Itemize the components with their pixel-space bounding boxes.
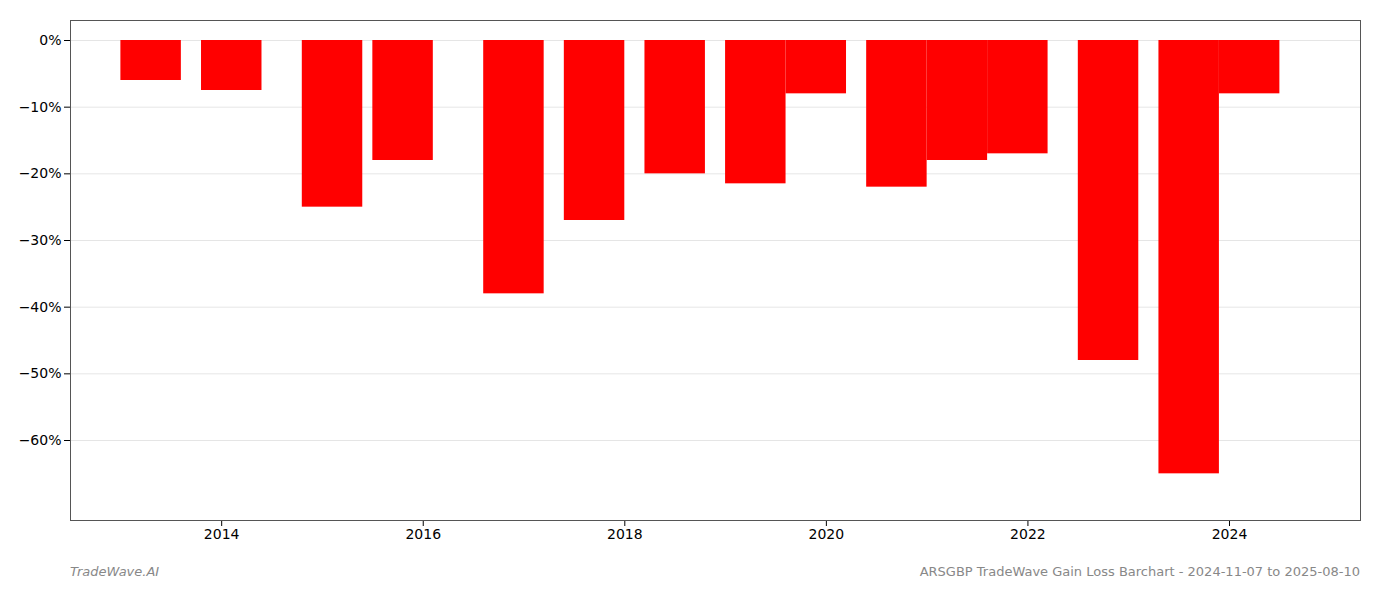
svg-text:2016: 2016 [405, 526, 441, 542]
svg-text:−10%: −10% [19, 99, 62, 115]
html-text:TradeWave.AI: TradeWave.AI [70, 564, 160, 579]
svg-text:−20%: −20% [19, 165, 62, 181]
svg-text:−30%: −30% [19, 232, 62, 248]
svg-text:2024: 2024 [1212, 526, 1248, 542]
svg-text:0%: 0% [39, 32, 61, 48]
svg-text:2022: 2022 [1010, 526, 1046, 542]
svg-text:2020: 2020 [809, 526, 845, 542]
svg-text:2018: 2018 [607, 526, 643, 542]
svg-text:−50%: −50% [19, 365, 62, 381]
svg-text:2014: 2014 [204, 526, 240, 542]
svg-text:−60%: −60% [19, 432, 62, 448]
html-text:ARSGBP TradeWave Gain Loss Bar: ARSGBP TradeWave Gain Loss Barchart - 20… [919, 564, 1360, 579]
svg-text:−40%: −40% [19, 299, 62, 315]
